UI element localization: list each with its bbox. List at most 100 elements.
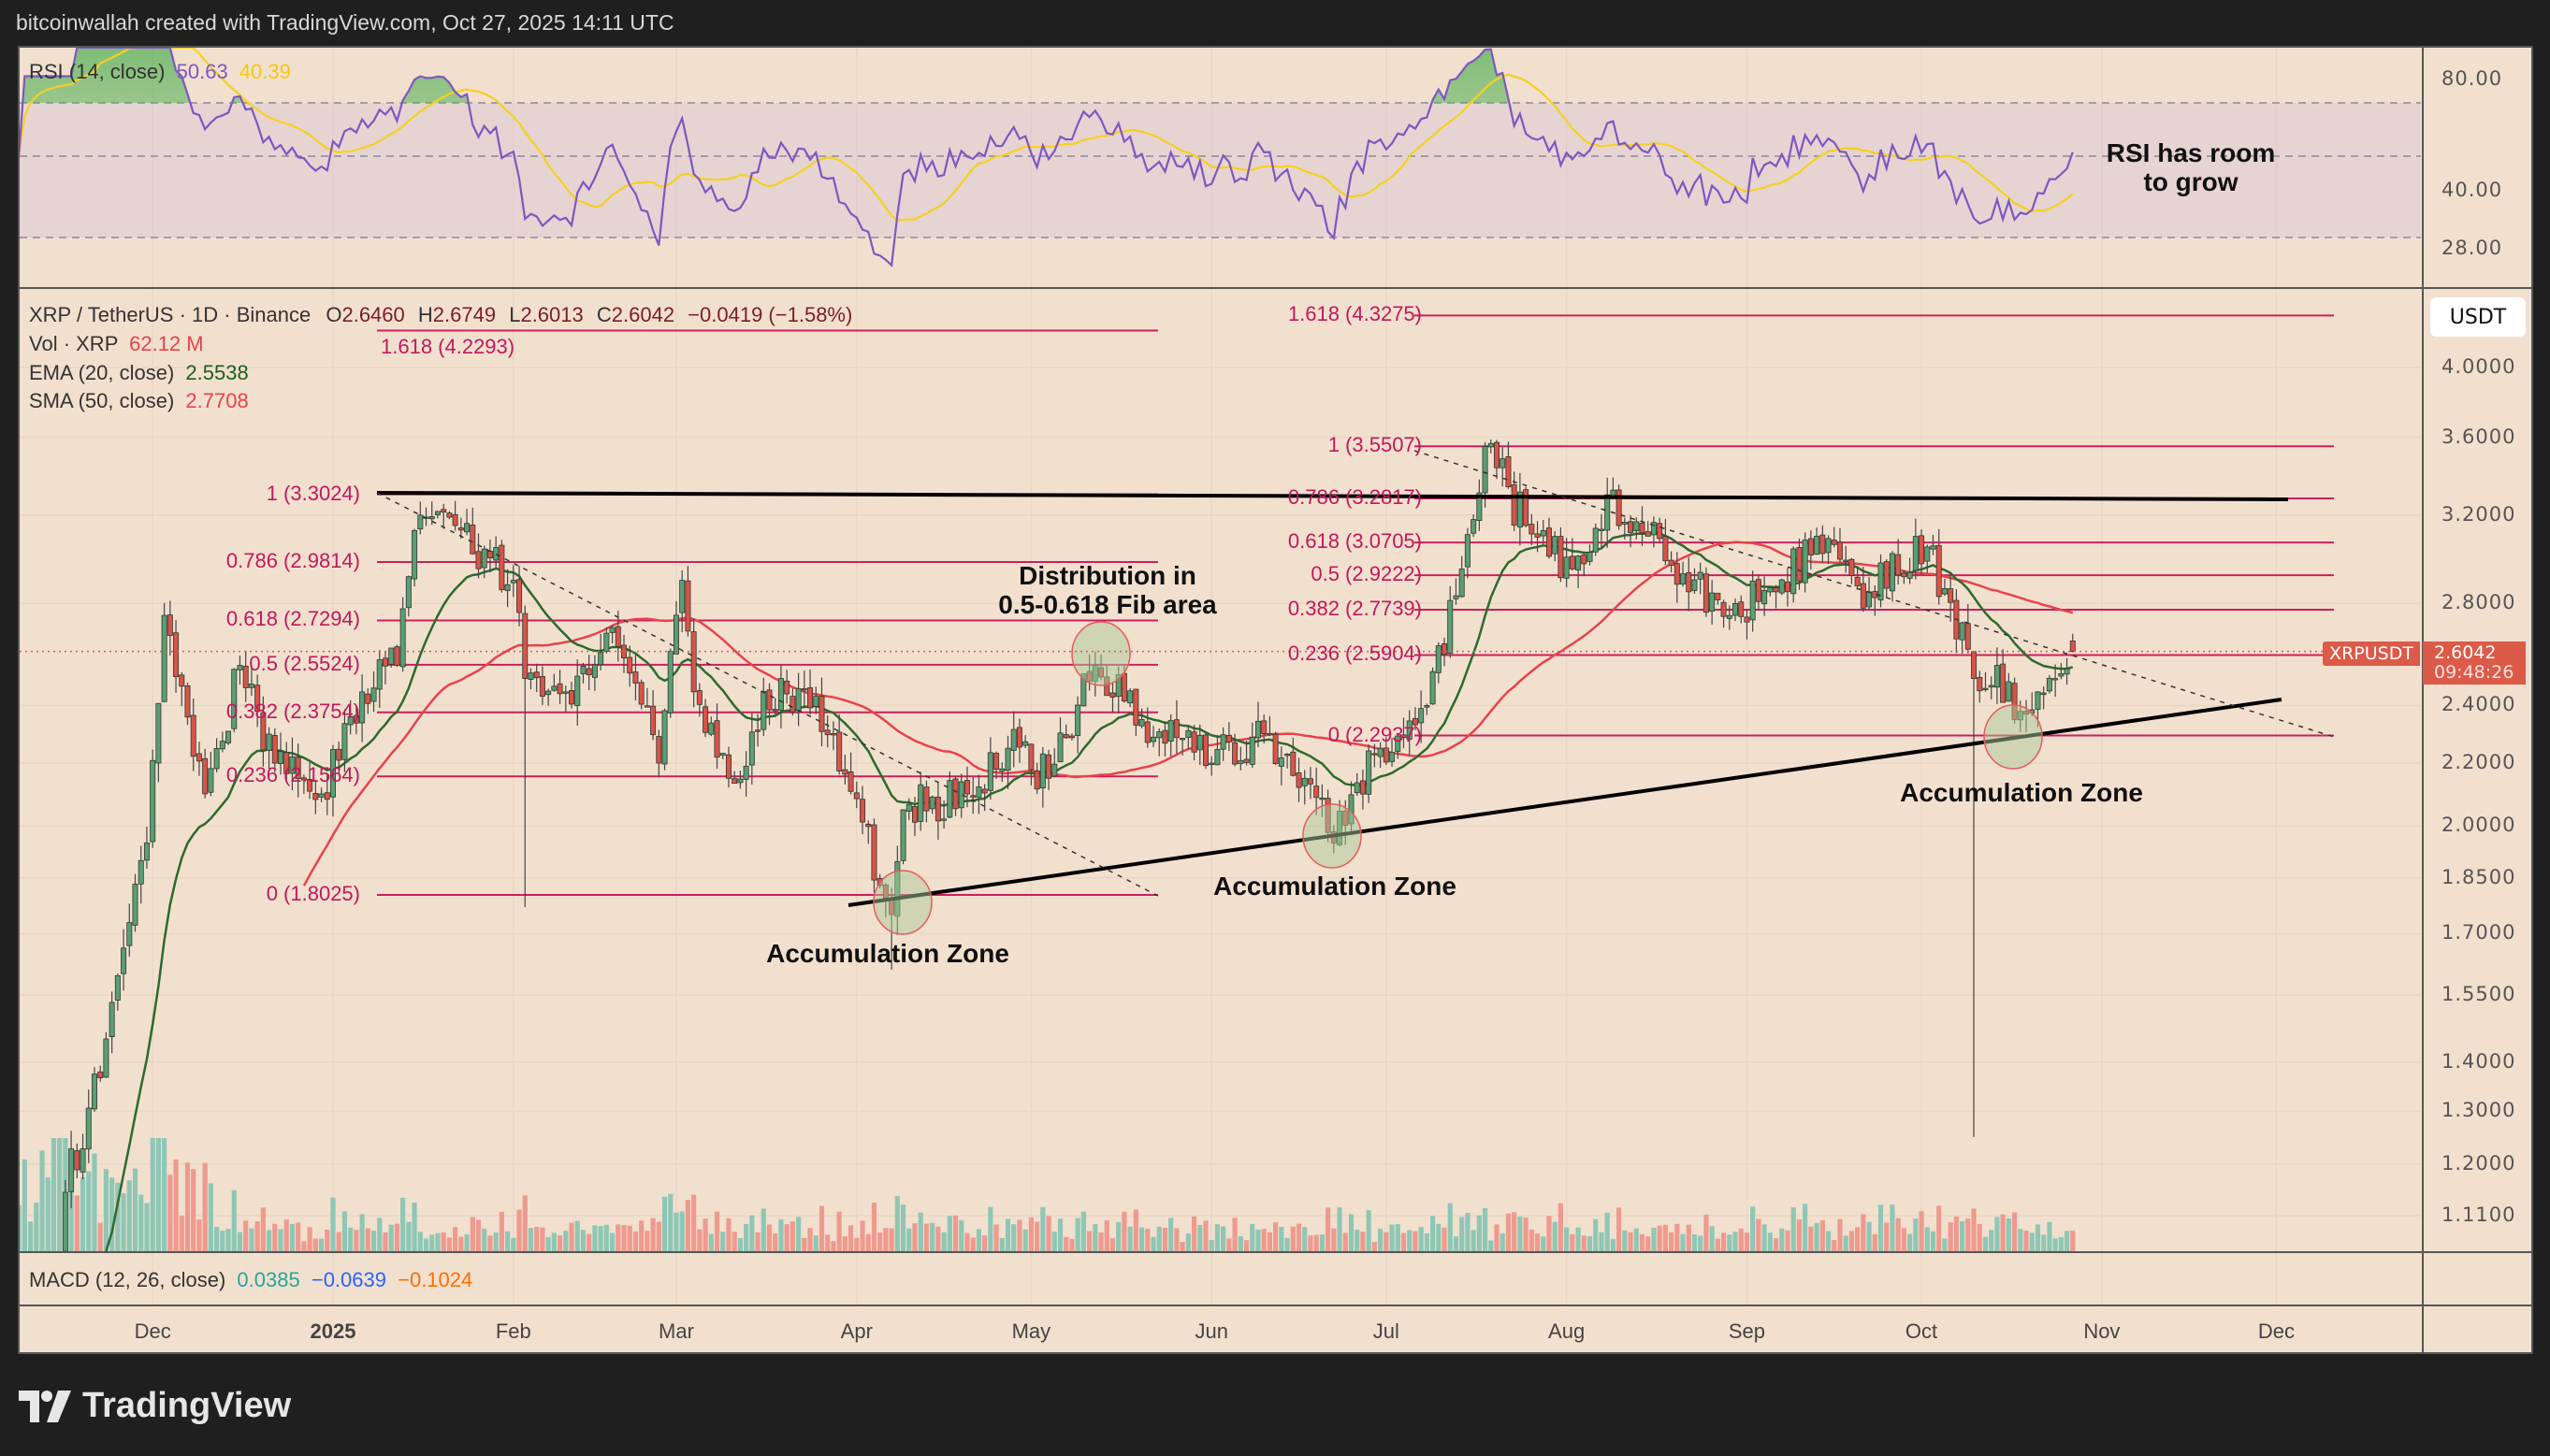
candle-body (528, 672, 534, 680)
volume-bar (1994, 1217, 2000, 1251)
candle-body (650, 705, 657, 736)
volume-bar (231, 1189, 237, 1251)
volume-bar (383, 1233, 388, 1251)
candle-body (202, 757, 209, 795)
candle-body (1034, 771, 1040, 790)
candle-body (1948, 588, 1954, 603)
volume-bar (1651, 1227, 1657, 1251)
volume-bar (766, 1224, 773, 1251)
volume-bar (1989, 1230, 1994, 1251)
candle-body (1691, 579, 1698, 591)
candle-body (2058, 672, 2065, 677)
volume-bar (1930, 1231, 1936, 1251)
volume-bar (1872, 1233, 1877, 1251)
candle-body (562, 691, 569, 694)
volume-bar (819, 1205, 825, 1251)
candle-body (504, 584, 511, 591)
volume-bar (1494, 1224, 1500, 1251)
volume-bar (621, 1224, 627, 1251)
volume-bar (499, 1211, 504, 1251)
volume-bar (34, 1203, 39, 1251)
rsi-label: RSI (14, close) (29, 60, 166, 83)
rsi-legend: RSI (14, close) 50.63 40.39 (29, 60, 291, 84)
candle-body (1121, 672, 1127, 702)
candle-body (353, 714, 359, 724)
candle-body (1569, 555, 1575, 569)
volume-bar (1482, 1207, 1488, 1251)
volume-bar (348, 1227, 354, 1251)
ema-value: 2.5538 (185, 361, 249, 384)
volume-bar (173, 1159, 179, 1251)
candle-body (1749, 580, 1756, 621)
volume-bar (609, 1233, 616, 1251)
volume-bar (1273, 1222, 1279, 1251)
volume-bar (441, 1232, 446, 1251)
volume-bar (1599, 1232, 1604, 1251)
zone-circle (873, 870, 933, 935)
volume-bar (883, 1228, 889, 1251)
candle-body (237, 665, 243, 670)
volume-bar (912, 1223, 918, 1251)
drawings[interactable] (20, 450, 2421, 935)
volume-bar (453, 1227, 458, 1251)
candle-body (1447, 599, 1454, 655)
candle-body (970, 795, 977, 798)
candle-body (1836, 541, 1843, 560)
candle-body (1307, 778, 1313, 785)
candle-body (2052, 678, 2059, 681)
candle-body (126, 922, 133, 946)
accumulation-zone-label: Accumulation Zone (1900, 778, 2143, 807)
candle-body (1825, 538, 1832, 554)
candle-body (772, 709, 778, 712)
volume-bar (1057, 1218, 1064, 1251)
volume-bar (1639, 1233, 1645, 1251)
candle-body (574, 675, 581, 706)
volume-legend: Vol · XRP 62.12 M (29, 332, 204, 356)
candle-body (795, 688, 802, 712)
candle-body (993, 753, 1000, 771)
volume-bar (132, 1168, 138, 1251)
volume-bar (813, 1235, 819, 1251)
volume-bar (1400, 1233, 1407, 1251)
volume-bar (1587, 1235, 1593, 1251)
volume-bar (1942, 1238, 1948, 1251)
volume-bar (1982, 1236, 1989, 1251)
currency-button[interactable]: USDT (2430, 297, 2526, 337)
candle-body (510, 580, 516, 584)
candle-body (85, 1107, 92, 1150)
candle-body (74, 1149, 80, 1171)
candle-body (935, 796, 941, 822)
volume-bar (1558, 1203, 1564, 1251)
candle-body (1575, 555, 1582, 570)
volume-bar (388, 1224, 394, 1251)
macd-signal-value: −0.0639 (311, 1268, 386, 1291)
candle-body (184, 685, 191, 718)
candle-body (987, 752, 993, 791)
candle-body (1930, 545, 1936, 550)
low-label: L (509, 303, 521, 326)
candle-body (609, 627, 616, 633)
volume-bar (889, 1228, 894, 1251)
candle-body (196, 753, 202, 762)
volume-bar (359, 1214, 365, 1251)
candle-body (1668, 559, 1674, 566)
candle-body (428, 516, 435, 520)
candle-body (405, 576, 412, 609)
candle-body (1715, 592, 1721, 600)
volume-bar (732, 1232, 737, 1251)
candle-body (2040, 692, 2047, 696)
volume-bar (865, 1233, 871, 1251)
candle-body (283, 752, 290, 774)
tradingview-logo[interactable]: TradingView (19, 1386, 291, 1426)
candle-body (1680, 573, 1687, 585)
volume-bar (511, 1237, 516, 1251)
distribution-annotation: Distribution in 0.5-0.618 Fib area (998, 561, 1216, 619)
candle-body (1959, 622, 1965, 641)
volume-bar (1156, 1226, 1162, 1251)
volume-value: 62.12 M (129, 332, 204, 355)
price-axis-label: 1.3000 (2441, 1099, 2516, 1122)
price-axis-label: 1.7000 (2441, 921, 2516, 944)
volume-bar (999, 1237, 1005, 1251)
candle-body (278, 751, 284, 764)
